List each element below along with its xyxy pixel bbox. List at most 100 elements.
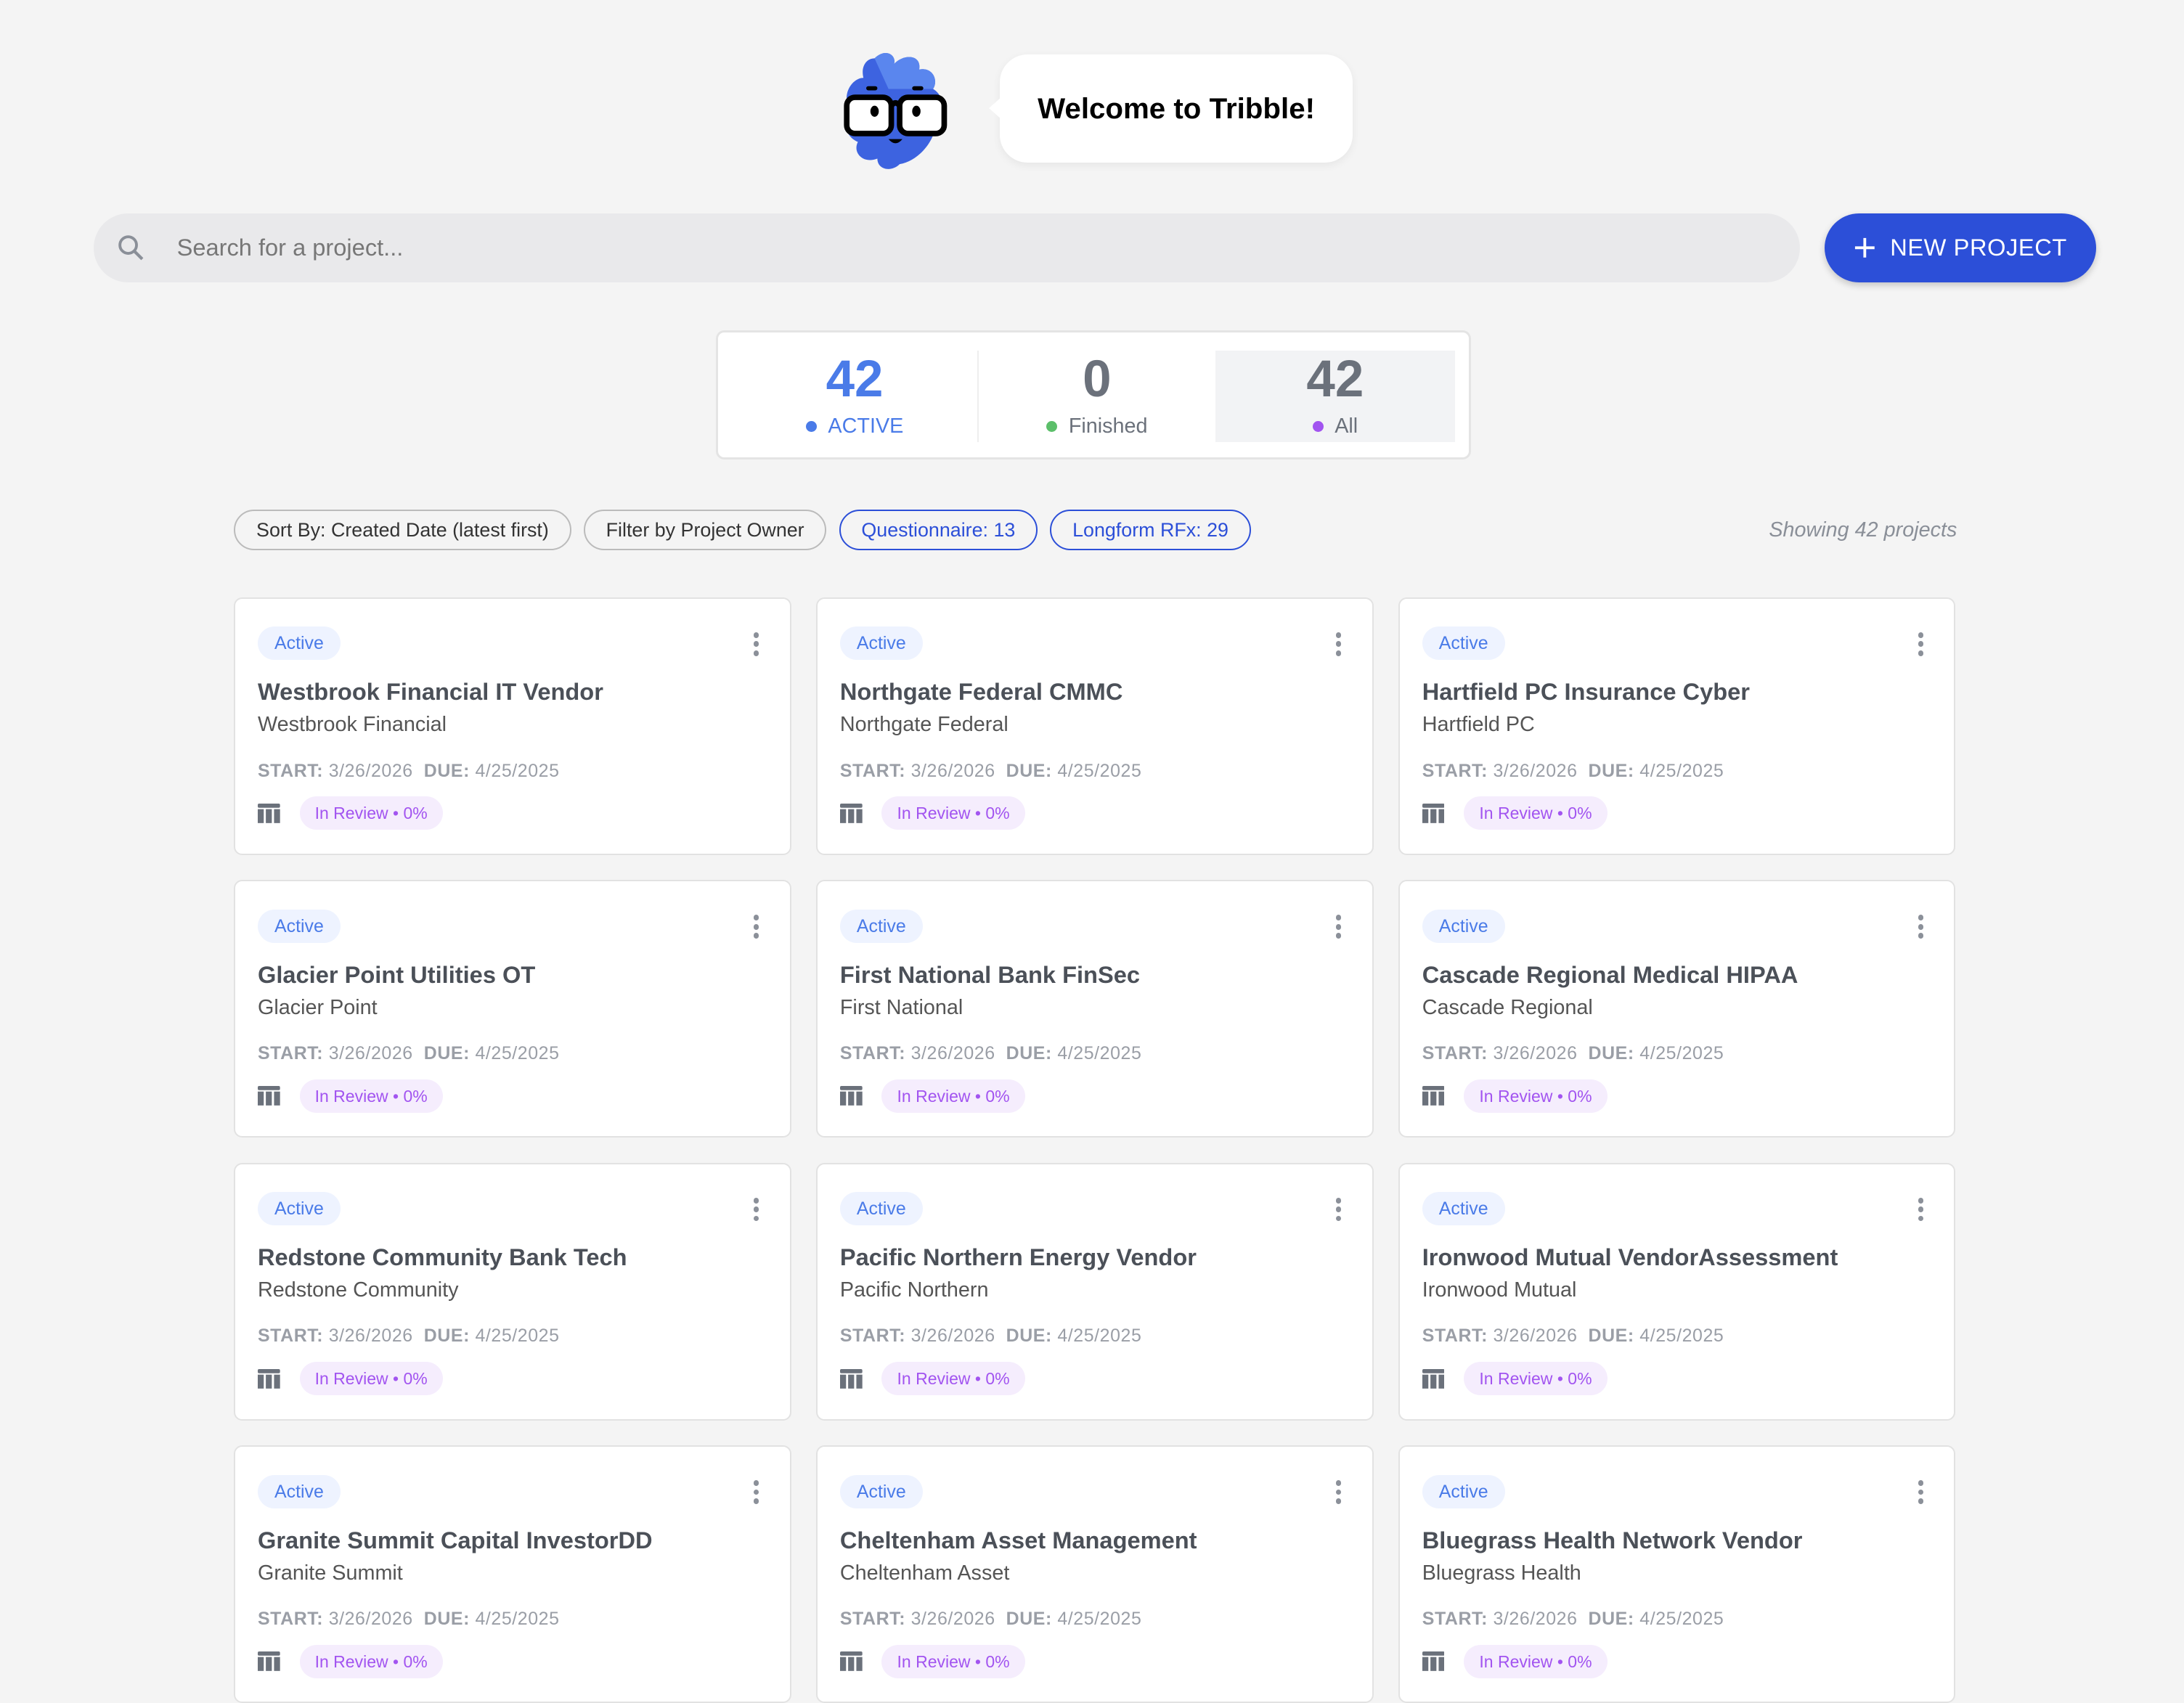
start-label: START: <box>257 1608 324 1629</box>
project-stats: 42 ACTIVE 0 Finished 42 All <box>716 330 1471 460</box>
due-date: 4/25/2025 <box>475 1042 560 1063</box>
project-title: Cheltenham Asset Management <box>839 1526 1197 1553</box>
project-title: Northgate Federal CMMC <box>839 678 1123 706</box>
project-client: Hartfield PC <box>1422 713 1535 737</box>
project-title: Cascade Regional Medical HIPAA <box>1422 960 1798 988</box>
start-date: 3/26/2026 <box>910 1326 995 1347</box>
start-date: 3/26/2026 <box>1493 1042 1578 1063</box>
project-title: First National Bank FinSec <box>839 960 1141 988</box>
new-project-label: NEW PROJECT <box>1890 234 2067 261</box>
due-label: DUE: <box>1006 1326 1052 1347</box>
due-date: 4/25/2025 <box>475 1608 560 1629</box>
due-date: 4/25/2025 <box>475 1326 560 1347</box>
more-options-icon[interactable] <box>753 1197 759 1225</box>
project-card[interactable]: Active Redstone Community Bank Tech Reds… <box>234 1162 791 1421</box>
project-card[interactable]: Active Northgate Federal CMMC Northgate … <box>816 597 1374 855</box>
status-badge: Active <box>1422 626 1505 661</box>
status-badge: Active <box>257 1192 341 1226</box>
project-card[interactable]: Active Cheltenham Asset Management Chelt… <box>816 1445 1374 1703</box>
start-label: START: <box>1422 1042 1488 1063</box>
project-card[interactable]: Active Hartfield PC Insurance Cyber Hart… <box>1398 597 1956 855</box>
more-options-icon[interactable] <box>1335 915 1342 942</box>
project-card[interactable]: Active Glacier Point Utilities OT Glacie… <box>234 880 791 1138</box>
table-icon <box>1422 1651 1445 1672</box>
start-date: 3/26/2026 <box>328 1608 413 1629</box>
table-icon <box>1422 803 1445 823</box>
more-options-icon[interactable] <box>1918 915 1924 942</box>
project-card[interactable]: Active First National Bank FinSec First … <box>816 880 1374 1138</box>
search-bar[interactable] <box>93 213 1800 283</box>
due-date: 4/25/2025 <box>1639 1608 1724 1629</box>
new-project-button[interactable]: NEW PROJECT <box>1825 213 2097 283</box>
stat-value: 0 <box>1083 350 1112 408</box>
due-label: DUE: <box>1006 760 1052 781</box>
start-date: 3/26/2026 <box>910 1042 995 1063</box>
more-options-icon[interactable] <box>1918 1480 1924 1507</box>
more-options-icon[interactable] <box>1918 632 1924 659</box>
project-dates: START: 3/26/2026 DUE: 4/25/2025 <box>1422 1043 1724 1064</box>
project-title: Hartfield PC Insurance Cyber <box>1422 678 1750 706</box>
more-options-icon[interactable] <box>753 1480 759 1507</box>
project-title: Granite Summit Capital InvestorDD <box>257 1526 653 1553</box>
start-label: START: <box>257 1326 324 1347</box>
due-label: DUE: <box>1588 1042 1634 1063</box>
stat-active[interactable]: 42 ACTIVE <box>735 351 974 443</box>
project-card[interactable]: Active Ironwood Mutual VendorAssessment … <box>1398 1162 1956 1421</box>
project-card[interactable]: Active Granite Summit Capital InvestorDD… <box>234 1445 791 1703</box>
review-status-badge: In Review • 0% <box>1464 1362 1608 1396</box>
status-badge: Active <box>839 909 923 943</box>
due-date: 4/25/2025 <box>1057 1326 1142 1347</box>
search-input[interactable] <box>174 232 1712 264</box>
project-card[interactable]: Active Pacific Northern Energy Vendor Pa… <box>816 1162 1374 1421</box>
project-client: Ironwood Mutual <box>1422 1278 1577 1302</box>
results-count: Showing 42 projects <box>1769 518 1957 542</box>
more-options-icon[interactable] <box>1335 632 1342 659</box>
project-client: Redstone Community <box>257 1278 459 1302</box>
table-icon <box>839 1086 863 1106</box>
review-status-badge: In Review • 0% <box>1464 1079 1608 1113</box>
status-badge: Active <box>1422 909 1505 943</box>
due-label: DUE: <box>1588 1326 1634 1347</box>
welcome-bubble: Welcome to Tribble! <box>989 54 1353 163</box>
start-label: START: <box>839 1042 906 1063</box>
questionnaire-filter[interactable]: Questionnaire: 13 <box>839 510 1038 550</box>
table-icon <box>1422 1368 1445 1389</box>
more-options-icon[interactable] <box>753 915 759 942</box>
project-client: Westbrook Financial <box>257 713 447 737</box>
project-dates: START: 3/26/2026 DUE: 4/25/2025 <box>1422 761 1724 782</box>
project-client: Granite Summit <box>257 1561 403 1585</box>
search-icon <box>118 235 144 261</box>
start-label: START: <box>257 760 324 781</box>
status-badge: Active <box>839 1192 923 1226</box>
project-dates: START: 3/26/2026 DUE: 4/25/2025 <box>1422 1609 1724 1630</box>
review-status-badge: In Review • 0% <box>881 796 1025 830</box>
longform-filter[interactable]: Longform RFx: 29 <box>1050 510 1251 550</box>
start-label: START: <box>1422 760 1488 781</box>
review-status-badge: In Review • 0% <box>881 1644 1025 1678</box>
more-options-icon[interactable] <box>1918 1197 1924 1225</box>
stat-value: 42 <box>826 350 884 408</box>
more-options-icon[interactable] <box>753 632 759 659</box>
stat-finished[interactable]: 0 Finished <box>977 351 1217 443</box>
project-card[interactable]: Active Cascade Regional Medical HIPAA Ca… <box>1398 880 1956 1138</box>
owner-filter-button[interactable]: Filter by Project Owner <box>583 510 827 550</box>
divider <box>977 350 979 443</box>
start-date: 3/26/2026 <box>328 1326 413 1347</box>
due-date: 4/25/2025 <box>1639 1042 1724 1063</box>
due-label: DUE: <box>1006 1042 1052 1063</box>
review-status-badge: In Review • 0% <box>299 1362 443 1396</box>
project-card[interactable]: Active Bluegrass Health Network Vendor B… <box>1398 1445 1956 1703</box>
sort-button[interactable]: Sort By: Created Date (latest first) <box>234 510 571 550</box>
stat-label: ACTIVE <box>828 414 904 438</box>
stat-all[interactable]: 42 All <box>1215 350 1455 443</box>
project-client: Cheltenham Asset <box>839 1561 1010 1585</box>
more-options-icon[interactable] <box>1335 1480 1342 1507</box>
project-client: First National <box>839 995 963 1019</box>
due-date: 4/25/2025 <box>1639 1326 1724 1347</box>
project-card[interactable]: Active Westbrook Financial IT Vendor Wes… <box>234 597 791 855</box>
more-options-icon[interactable] <box>1335 1197 1342 1225</box>
due-label: DUE: <box>423 1042 470 1063</box>
project-title: Pacific Northern Energy Vendor <box>839 1243 1197 1271</box>
project-dates: START: 3/26/2026 DUE: 4/25/2025 <box>1422 1326 1724 1347</box>
status-badge: Active <box>1422 1192 1505 1226</box>
